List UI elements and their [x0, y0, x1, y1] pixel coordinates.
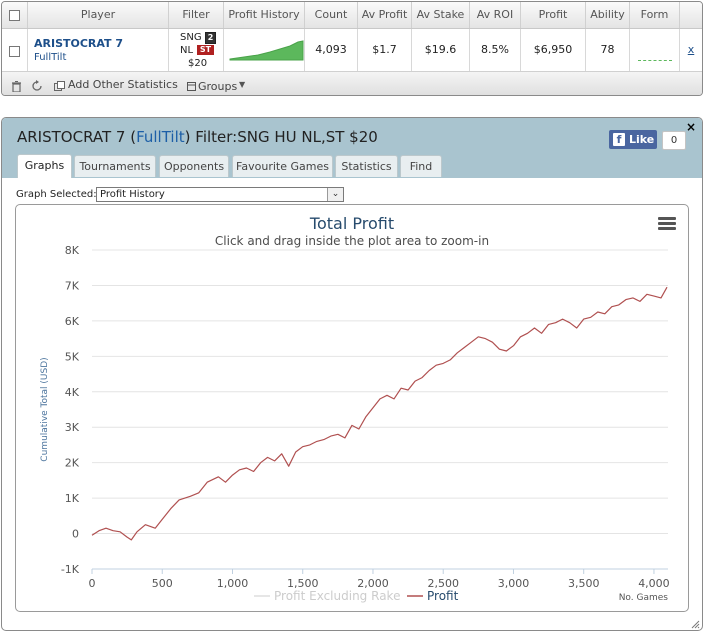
add-other-statistics-button[interactable]: Add Other Statistics — [68, 78, 178, 91]
x-tick-label: 0 — [89, 577, 96, 590]
profit-history-sparkline — [229, 40, 304, 61]
chart-menu-icon[interactable] — [658, 217, 676, 231]
chart-subtitle: Click and drag inside the plot area to z… — [215, 234, 489, 248]
y-tick-label: 6K — [65, 315, 80, 328]
add-statistics-icon[interactable] — [54, 81, 65, 92]
av-roi-value: 8.5% — [470, 29, 521, 71]
x-tick-label: 3,500 — [568, 577, 600, 590]
filter-speed-badge: ST — [197, 45, 214, 55]
y-axis-label: Cumulative Total (USD) — [40, 357, 50, 461]
profit-value: $6,950 — [521, 29, 586, 71]
chart-title: Total Profit — [309, 214, 394, 233]
x-tick-label: 2,000 — [357, 577, 389, 590]
av-profit-value: $1.7 — [358, 29, 412, 71]
y-tick-label: -1K — [61, 563, 80, 576]
filter-cell — [169, 29, 224, 71]
column-header-ability[interactable]: Ability — [586, 2, 630, 28]
column-header-av-stake[interactable]: Av Stake — [412, 2, 470, 28]
tab-statistics[interactable]: Statistics — [335, 155, 398, 177]
x-tick-label: 4,000 — [638, 577, 670, 590]
column-header-profit-history[interactable]: Profit History — [224, 2, 305, 28]
x-tick-label: 2,500 — [427, 577, 459, 590]
tab-favourite-games[interactable]: Favourite Games — [232, 155, 333, 177]
refresh-icon[interactable] — [31, 80, 43, 92]
player-name-link[interactable]: ARISTOCRAT 7 — [34, 37, 124, 50]
facebook-like-label: Like — [629, 133, 655, 146]
filter-betting-type: NL — [180, 45, 194, 56]
menu-bar-line — [658, 227, 676, 230]
x-tick-label: 1,000 — [217, 577, 249, 590]
form-indicator — [638, 60, 672, 61]
select-all-checkbox[interactable] — [9, 10, 20, 21]
player-graph-window: ARISTOCRAT 7 (FullTilt) Filter:SNG HU NL… — [1, 117, 703, 631]
legend-item-profit-excluding-rake: Profit Excluding Rake — [274, 589, 400, 603]
facebook-icon: f — [613, 133, 625, 146]
x-tick-label: 500 — [152, 577, 173, 590]
y-tick-label: 8K — [65, 244, 80, 257]
x-axis-label: No. Games — [619, 593, 669, 603]
menu-bar-line — [658, 217, 676, 220]
column-header-profit[interactable]: Profit — [521, 2, 586, 28]
player-site: FullTilt — [34, 52, 67, 63]
legend-item-profit: Profit — [427, 589, 459, 603]
table-row: 4,093 $1.7 $19.6 8.5% $6,950 78 x — [2, 29, 702, 72]
filter-game-type: SNG — [180, 32, 202, 43]
title-filter: ) Filter:SNG HU NL,ST $20 — [184, 128, 378, 146]
av-stake-value: $19.6 — [412, 29, 470, 71]
profit-history-cell — [224, 29, 305, 71]
column-header-form[interactable]: Form — [630, 2, 680, 28]
profit-series-line — [91, 286, 668, 541]
menu-bar-line — [658, 222, 676, 225]
y-tick-label: 5K — [65, 350, 80, 363]
filter-players-badge: 2 — [205, 32, 216, 44]
player-cell — [28, 29, 169, 71]
stats-table-footer — [2, 72, 702, 95]
player-stats-table: Player Filter Profit History Count Av Pr… — [1, 1, 703, 96]
row-checkbox[interactable] — [9, 46, 20, 57]
y-tick-label: 4K — [65, 386, 80, 399]
column-header-count[interactable]: Count — [305, 2, 358, 28]
stats-table-header: Player Filter Profit History Count Av Pr… — [2, 2, 702, 29]
resize-grip-icon[interactable] — [690, 619, 700, 629]
y-tick-label: 2K — [65, 457, 80, 470]
facebook-like-button[interactable]: f Like — [609, 130, 657, 149]
y-tick-label: 7K — [65, 279, 80, 292]
y-tick-label: 3K — [65, 421, 80, 434]
facebook-like-count: 0 — [662, 131, 686, 150]
graph-select-value: Profit History — [100, 189, 165, 200]
tab-opponents[interactable]: Opponents — [159, 155, 229, 177]
y-tick-label: 0 — [72, 528, 79, 541]
x-tick-label: 3,000 — [498, 577, 530, 590]
remove-row-link[interactable]: x — [687, 43, 695, 56]
tab-graphs[interactable]: Graphs — [17, 154, 72, 178]
column-header-filter[interactable]: Filter — [169, 2, 224, 28]
title-site-link[interactable]: FullTilt — [136, 128, 185, 146]
filter-stake: $20 — [188, 58, 208, 69]
graph-select-dropdown[interactable]: Profit History ⌄ — [96, 187, 344, 202]
count-value: 4,093 — [305, 29, 358, 71]
y-tick-label: 1K — [65, 492, 80, 505]
tab-find[interactable]: Find — [400, 155, 442, 177]
graph-window-title: ARISTOCRAT 7 (FullTilt) Filter:SNG HU NL… — [17, 128, 378, 146]
groups-icon — [187, 82, 196, 91]
chevron-down-icon[interactable]: ▼ — [239, 80, 246, 89]
ability-value: 78 — [586, 29, 630, 71]
tab-tournaments[interactable]: Tournaments — [74, 155, 156, 177]
column-header-av-profit[interactable]: Av Profit — [358, 2, 412, 28]
graph-selected-label: Graph Selected: — [16, 189, 97, 200]
column-header-player[interactable]: Player — [28, 2, 169, 28]
select-all-cell — [2, 2, 28, 28]
trash-icon[interactable] — [11, 81, 22, 92]
row-select-cell — [2, 29, 28, 71]
form-cell — [630, 29, 680, 71]
column-header-av-roi[interactable]: Av ROI — [470, 2, 521, 28]
profit-chart[interactable]: Total Profit Click and drag inside the pl… — [15, 204, 689, 612]
groups-dropdown[interactable]: Groups — [198, 80, 238, 93]
chevron-down-icon[interactable]: ⌄ — [327, 188, 343, 201]
close-button[interactable]: × — [686, 120, 697, 134]
title-player: ARISTOCRAT 7 ( — [17, 128, 137, 146]
x-tick-label: 1,500 — [287, 577, 319, 590]
